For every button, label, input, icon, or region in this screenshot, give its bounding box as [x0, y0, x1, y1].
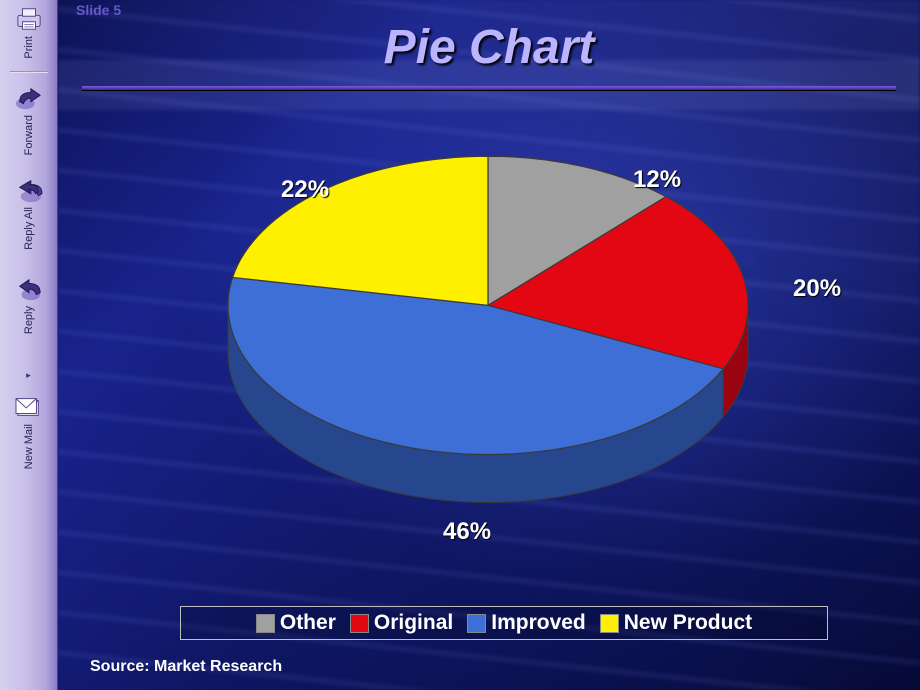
- reply-label: Reply: [23, 306, 35, 334]
- legend-item-new-product: New Product: [600, 611, 752, 635]
- legend-label-improved: Improved: [491, 611, 586, 635]
- new-mail-icon: [14, 394, 44, 420]
- legend-item-original: Original: [350, 611, 453, 635]
- legend-swatch-original: [350, 614, 369, 633]
- print-label: Print: [23, 36, 35, 59]
- legend-swatch-other: [256, 614, 275, 633]
- reply-all-label: Reply All: [23, 207, 35, 250]
- legend: Other Original Improved New Product: [180, 606, 828, 640]
- reply-all-icon: [14, 177, 44, 203]
- reply-button[interactable]: Reply: [5, 276, 53, 334]
- print-button[interactable]: Print: [5, 6, 53, 59]
- pie-chart: 12% 20% 46% 22%: [133, 120, 843, 540]
- slide-wrapper: Slide 5 Pie Chart 12% 20% 46% 22% Other …: [58, 0, 920, 690]
- toolbar-divider: [10, 71, 48, 73]
- mail-toolbar: Print Forward Reply All Reply ▸: [0, 0, 58, 690]
- forward-icon: [14, 85, 44, 111]
- legend-swatch-new-product: [600, 614, 619, 633]
- legend-item-improved: Improved: [467, 611, 586, 635]
- slide-background: Slide 5 Pie Chart 12% 20% 46% 22% Other …: [58, 0, 920, 690]
- legend-label-original: Original: [374, 611, 453, 635]
- forward-label: Forward: [23, 115, 35, 155]
- reply-all-button[interactable]: Reply All: [5, 177, 53, 250]
- printer-icon: [14, 6, 44, 32]
- pct-label-new-product: 22%: [281, 176, 329, 204]
- title-rule: [82, 86, 896, 90]
- toolbar-expand-arrow[interactable]: ▸: [5, 368, 53, 384]
- legend-label-other: Other: [280, 611, 336, 635]
- slide-indicator: Slide 5: [76, 2, 121, 18]
- legend-item-other: Other: [256, 611, 336, 635]
- pie-svg: [178, 105, 798, 573]
- legend-label-new-product: New Product: [624, 611, 752, 635]
- pct-label-other: 12%: [633, 166, 681, 194]
- reply-icon: [14, 276, 44, 302]
- source-line: Source: Market Research: [90, 658, 282, 676]
- forward-button[interactable]: Forward: [5, 85, 53, 155]
- new-mail-label: New Mail: [23, 424, 35, 469]
- legend-swatch-improved: [467, 614, 486, 633]
- slide-title: Pie Chart: [58, 20, 920, 75]
- pct-label-original: 20%: [793, 275, 841, 303]
- pct-label-improved: 46%: [443, 518, 491, 546]
- new-mail-button[interactable]: New Mail: [5, 394, 53, 469]
